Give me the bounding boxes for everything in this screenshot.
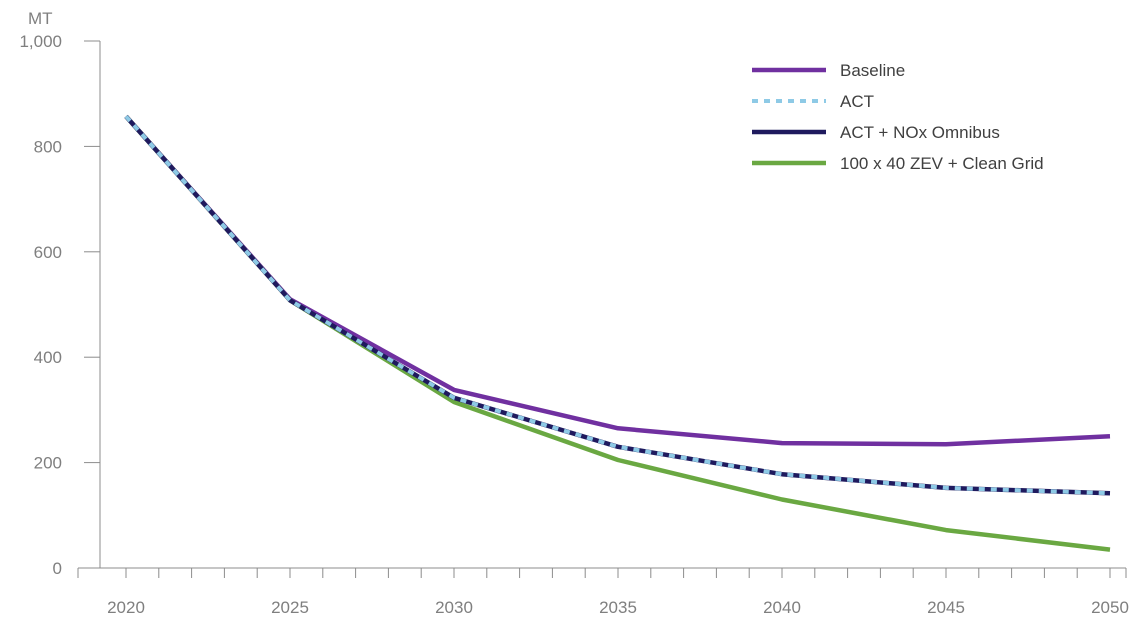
legend-label: 100 x 40 ZEV + Clean Grid bbox=[840, 154, 1044, 173]
y-tick-label: 600 bbox=[34, 243, 62, 262]
legend-label: Baseline bbox=[840, 61, 905, 80]
y-tick-label: 200 bbox=[34, 454, 62, 473]
x-tick-label: 2025 bbox=[271, 598, 309, 617]
y-tick-label: 1,000 bbox=[19, 32, 62, 51]
legend-label: ACT bbox=[840, 92, 874, 111]
y-tick-label: 400 bbox=[34, 348, 62, 367]
x-tick-label: 2050 bbox=[1091, 598, 1129, 617]
legend: Baseline ACT ACT + NOx Omnibus 100 x 40 ZEV… bbox=[752, 61, 1044, 173]
x-tick-label: 2045 bbox=[927, 598, 965, 617]
series-line-100-x-40-zev-clean-grid bbox=[124, 114, 1111, 552]
series-lines bbox=[124, 114, 1111, 552]
x-tick-label: 2035 bbox=[599, 598, 637, 617]
x-tick-label: 2020 bbox=[107, 598, 145, 617]
x-axis-ticks: 2020 2025 2030 2035 2040 2045 2050 bbox=[77, 568, 1129, 617]
y-tick-label: 800 bbox=[34, 137, 62, 156]
x-tick-label: 2040 bbox=[763, 598, 801, 617]
y-unit-label: MT bbox=[28, 9, 53, 28]
legend-label: ACT + NOx Omnibus bbox=[840, 123, 1000, 142]
axes bbox=[78, 41, 1126, 569]
x-tick-label: 2030 bbox=[435, 598, 473, 617]
y-tick-label: 0 bbox=[53, 559, 62, 578]
y-axis-ticks: 0 200 400 600 800 1,000 bbox=[19, 32, 100, 578]
